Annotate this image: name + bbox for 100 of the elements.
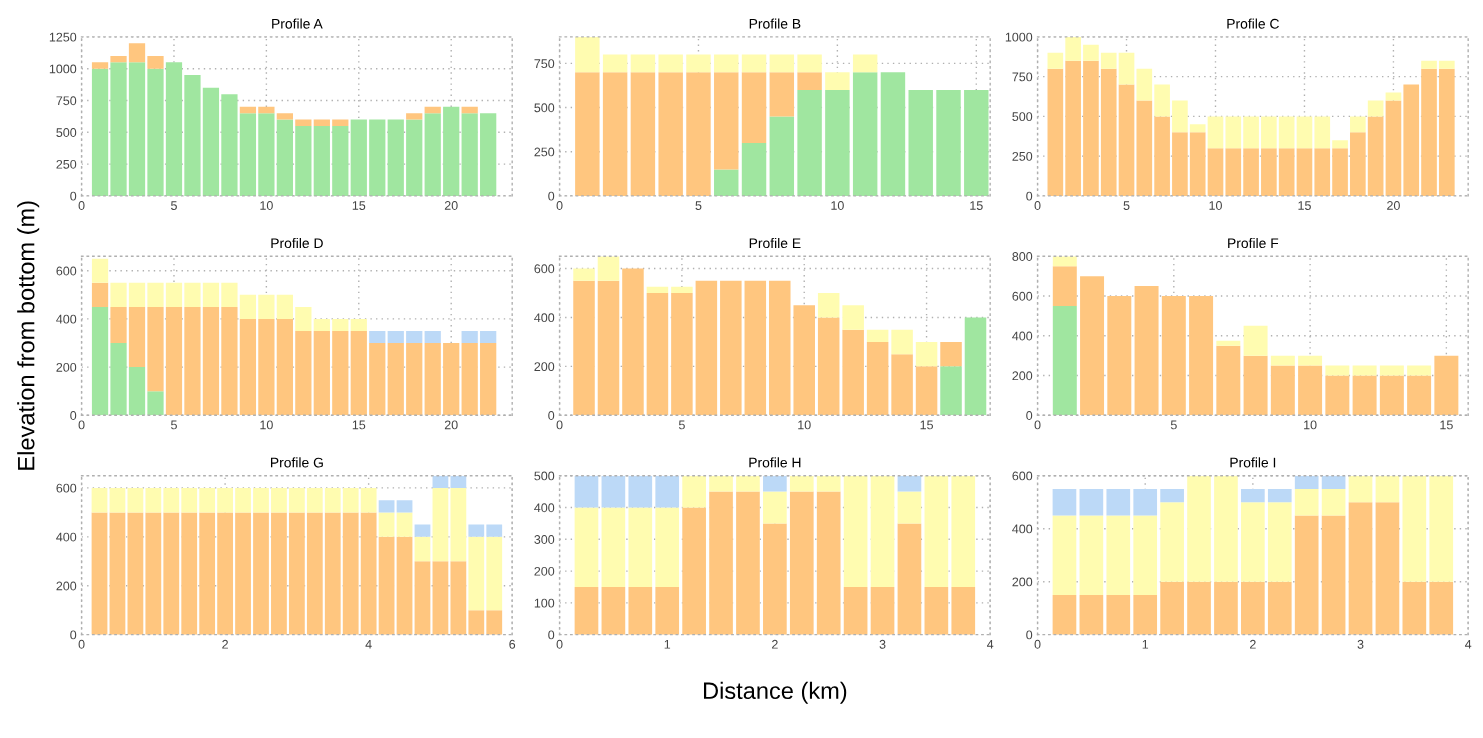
bar — [332, 119, 349, 126]
bar — [825, 89, 850, 196]
bar — [1225, 148, 1242, 196]
bar — [184, 75, 201, 196]
y-tick-label: 200 — [56, 581, 77, 591]
bar — [1314, 148, 1331, 196]
bar — [1160, 488, 1184, 503]
bar — [714, 54, 739, 73]
bar — [1241, 581, 1265, 635]
bar — [91, 306, 109, 416]
x-tick-label: 6 — [509, 639, 516, 649]
x-tick-label: 0 — [556, 201, 563, 210]
bar — [1133, 594, 1158, 635]
x-tick-label: 2 — [1250, 639, 1256, 649]
x-tick-label: 5 — [678, 420, 685, 430]
y-tick-label: 600 — [56, 483, 77, 493]
bar — [145, 512, 162, 635]
y-tick-label: 500 — [534, 471, 555, 481]
bar — [709, 491, 733, 635]
bar — [110, 306, 127, 344]
bar — [461, 113, 478, 196]
bar — [324, 487, 341, 513]
x-tick-label: 0 — [556, 639, 563, 649]
bar — [369, 330, 386, 344]
x-tick-label: 20 — [444, 420, 458, 430]
bar — [1052, 266, 1077, 306]
bar — [908, 89, 933, 196]
bar — [369, 343, 386, 416]
x-tick-label: 10 — [260, 420, 273, 430]
bar — [1083, 60, 1099, 196]
bar — [271, 512, 287, 635]
chart-title: Profile C — [1227, 18, 1279, 29]
bar — [628, 586, 653, 635]
bar — [313, 318, 330, 331]
bar — [1189, 132, 1206, 196]
y-tick-label: 0 — [70, 630, 77, 640]
x-tick-label: 2 — [222, 639, 228, 649]
bar — [601, 507, 626, 587]
bar — [1294, 515, 1319, 635]
y-tick-label: 1250 — [49, 32, 77, 42]
bar — [601, 475, 626, 508]
bar — [91, 258, 109, 283]
bar — [769, 116, 795, 196]
y-tick-label: 400 — [534, 313, 555, 323]
bar — [671, 286, 693, 293]
y-tick-label: 1000 — [1005, 32, 1033, 42]
bar — [1321, 488, 1346, 516]
bar — [915, 366, 938, 416]
y-tick-label: 400 — [1012, 524, 1033, 534]
y-tick-label: 200 — [56, 362, 77, 372]
x-tick-label: 15 — [1298, 201, 1311, 210]
bar — [843, 586, 868, 635]
bar — [1187, 475, 1211, 582]
bar — [165, 306, 183, 416]
y-tick-label: 500 — [56, 128, 77, 137]
bar — [714, 169, 739, 196]
y-tick-label: 0 — [1026, 191, 1033, 201]
x-tick-label: 5 — [171, 420, 177, 430]
bar — [258, 106, 275, 114]
bar — [1216, 340, 1241, 346]
x-axis-title: Distance (km) — [704, 681, 847, 704]
bar — [1438, 68, 1455, 196]
bar — [110, 343, 127, 416]
bar — [797, 54, 822, 73]
bar — [741, 72, 767, 143]
bar — [574, 586, 599, 635]
bar — [897, 475, 922, 492]
chart-title: Profile G — [271, 457, 323, 468]
y-tick-label: 750 — [534, 59, 555, 69]
bar — [387, 330, 404, 344]
bar — [480, 113, 497, 196]
bar — [1321, 475, 1346, 489]
bar — [461, 106, 478, 114]
bar — [239, 318, 257, 416]
bar — [1261, 148, 1277, 196]
y-tick-label: 600 — [56, 266, 77, 276]
bar — [165, 62, 183, 196]
bar — [1321, 515, 1346, 635]
bar — [573, 268, 595, 281]
bar — [1407, 375, 1432, 416]
bar — [1052, 594, 1077, 635]
bar — [342, 487, 359, 513]
y-tick-label: 1000 — [49, 64, 77, 74]
bar — [763, 491, 787, 524]
bar — [1402, 475, 1427, 582]
bar — [450, 487, 467, 562]
bar — [843, 475, 868, 587]
bar — [253, 487, 269, 513]
bar — [288, 512, 305, 635]
bar — [1154, 116, 1170, 196]
bar — [1278, 116, 1295, 149]
bar — [602, 72, 628, 196]
bar — [181, 487, 198, 513]
x-tick-label: 15 — [970, 201, 983, 210]
bar — [342, 512, 359, 635]
x-tick-label: 3 — [879, 639, 886, 649]
bar — [1079, 515, 1104, 595]
bar — [574, 475, 599, 508]
chart-title: Profile I — [1230, 457, 1276, 468]
bar — [480, 343, 497, 416]
